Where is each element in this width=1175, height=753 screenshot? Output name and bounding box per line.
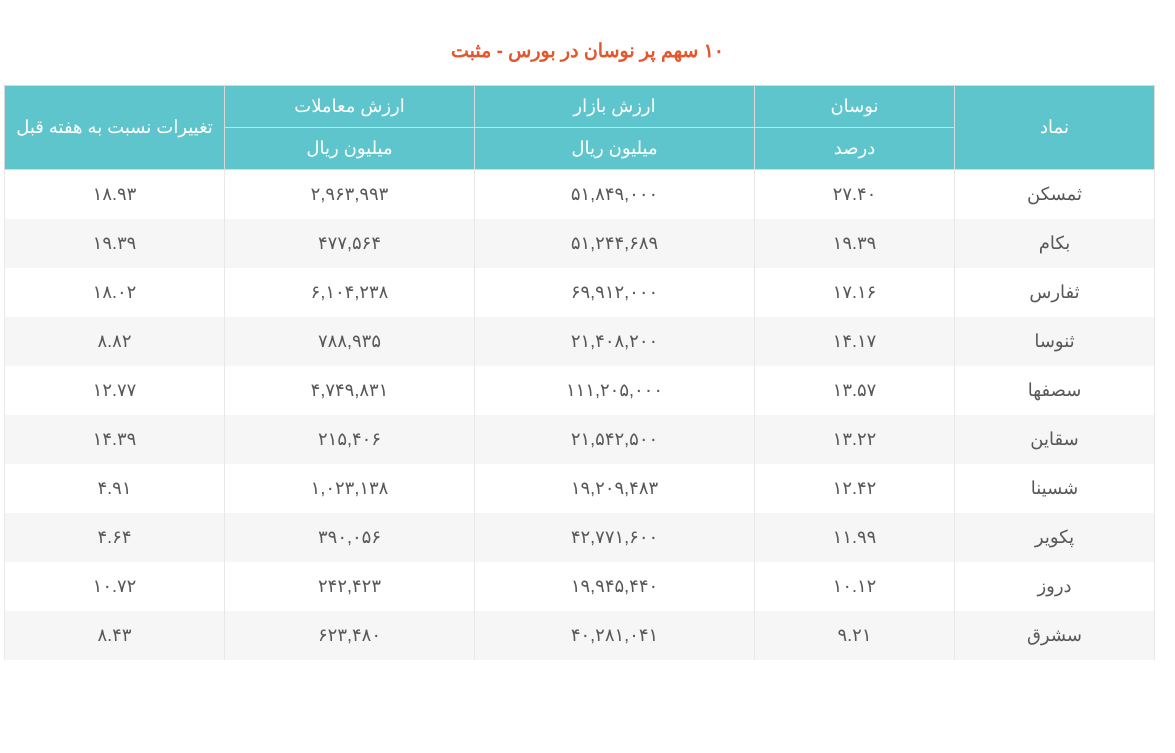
table-row: سشرق ۹.۲۱ ۴۰,۲۸۱,۰۴۱ ۶۲۳,۴۸۰ ۸.۴۳ [5, 611, 1155, 660]
cell-symbol: بکام [955, 219, 1155, 268]
cell-market-value: ۱۱۱,۲۰۵,۰۰۰ [475, 366, 755, 415]
cell-volatility: ۱۳.۵۷ [755, 366, 955, 415]
cell-trade-value: ۳۹۰,۰۵۶ [225, 513, 475, 562]
table-row: سقاین ۱۳.۲۲ ۲۱,۵۴۲,۵۰۰ ۲۱۵,۴۰۶ ۱۴.۳۹ [5, 415, 1155, 464]
cell-volatility: ۱۷.۱۶ [755, 268, 955, 317]
cell-symbol: سشرق [955, 611, 1155, 660]
table-row: دروز ۱۰.۱۲ ۱۹,۹۴۵,۴۴۰ ۲۴۲,۴۲۳ ۱۰.۷۲ [5, 562, 1155, 611]
cell-symbol: ثفارس [955, 268, 1155, 317]
cell-market-value: ۵۱,۸۴۹,۰۰۰ [475, 170, 755, 220]
cell-change: ۴.۹۱ [5, 464, 225, 513]
cell-change: ۴.۶۴ [5, 513, 225, 562]
cell-trade-value: ۲,۹۶۳,۹۹۳ [225, 170, 475, 220]
th-volatility: نوسان [755, 86, 955, 128]
table-row: سصفها ۱۳.۵۷ ۱۱۱,۲۰۵,۰۰۰ ۴,۷۴۹,۸۳۱ ۱۲.۷۷ [5, 366, 1155, 415]
cell-volatility: ۱۹.۳۹ [755, 219, 955, 268]
cell-trade-value: ۱,۰۲۳,۱۳۸ [225, 464, 475, 513]
cell-trade-value: ۶۲۳,۴۸۰ [225, 611, 475, 660]
th-market-value-sub: میلیون ریال [475, 128, 755, 170]
cell-change: ۱۹.۳۹ [5, 219, 225, 268]
cell-trade-value: ۲۱۵,۴۰۶ [225, 415, 475, 464]
cell-change: ۱۸.۹۳ [5, 170, 225, 220]
cell-volatility: ۱۴.۱۷ [755, 317, 955, 366]
cell-change: ۱۸.۰۲ [5, 268, 225, 317]
cell-change: ۱۲.۷۷ [5, 366, 225, 415]
cell-trade-value: ۷۸۸,۹۳۵ [225, 317, 475, 366]
cell-volatility: ۱۳.۲۲ [755, 415, 955, 464]
table-title: ۱۰ سهم پر نوسان در بورس - مثبت [20, 40, 1155, 63]
table-row: شسینا ۱۲.۴۲ ۱۹,۲۰۹,۴۸۳ ۱,۰۲۳,۱۳۸ ۴.۹۱ [5, 464, 1155, 513]
cell-market-value: ۵۱,۲۴۴,۶۸۹ [475, 219, 755, 268]
cell-market-value: ۱۹,۲۰۹,۴۸۳ [475, 464, 755, 513]
th-symbol: نماد [955, 86, 1155, 170]
cell-symbol: سصفها [955, 366, 1155, 415]
cell-trade-value: ۶,۱۰۴,۲۳۸ [225, 268, 475, 317]
volatility-table: نماد نوسان ارزش بازار ارزش معاملات تغییر… [4, 85, 1155, 660]
cell-market-value: ۶۹,۹۱۲,۰۰۰ [475, 268, 755, 317]
th-volatility-sub: درصد [755, 128, 955, 170]
table-row: پکویر ۱۱.۹۹ ۴۲,۷۷۱,۶۰۰ ۳۹۰,۰۵۶ ۴.۶۴ [5, 513, 1155, 562]
cell-trade-value: ۲۴۲,۴۲۳ [225, 562, 475, 611]
th-trade-value-sub: میلیون ریال [225, 128, 475, 170]
cell-volatility: ۱۱.۹۹ [755, 513, 955, 562]
cell-symbol: سقاین [955, 415, 1155, 464]
cell-volatility: ۹.۲۱ [755, 611, 955, 660]
table-row: ثنوسا ۱۴.۱۷ ۲۱,۴۰۸,۲۰۰ ۷۸۸,۹۳۵ ۸.۸۲ [5, 317, 1155, 366]
table-row: ثفارس ۱۷.۱۶ ۶۹,۹۱۲,۰۰۰ ۶,۱۰۴,۲۳۸ ۱۸.۰۲ [5, 268, 1155, 317]
cell-market-value: ۲۱,۴۰۸,۲۰۰ [475, 317, 755, 366]
cell-trade-value: ۴,۷۴۹,۸۳۱ [225, 366, 475, 415]
cell-change: ۸.۸۲ [5, 317, 225, 366]
cell-trade-value: ۴۷۷,۵۶۴ [225, 219, 475, 268]
table-body: ثمسکن ۲۷.۴۰ ۵۱,۸۴۹,۰۰۰ ۲,۹۶۳,۹۹۳ ۱۸.۹۳ ب… [5, 170, 1155, 661]
cell-market-value: ۴۰,۲۸۱,۰۴۱ [475, 611, 755, 660]
cell-volatility: ۱۲.۴۲ [755, 464, 955, 513]
cell-volatility: ۱۰.۱۲ [755, 562, 955, 611]
cell-market-value: ۲۱,۵۴۲,۵۰۰ [475, 415, 755, 464]
cell-change: ۱۴.۳۹ [5, 415, 225, 464]
table-row: بکام ۱۹.۳۹ ۵۱,۲۴۴,۶۸۹ ۴۷۷,۵۶۴ ۱۹.۳۹ [5, 219, 1155, 268]
cell-market-value: ۴۲,۷۷۱,۶۰۰ [475, 513, 755, 562]
cell-volatility: ۲۷.۴۰ [755, 170, 955, 220]
cell-symbol: شسینا [955, 464, 1155, 513]
cell-change: ۸.۴۳ [5, 611, 225, 660]
th-change: تغییرات نسبت به هفته قبل [5, 86, 225, 170]
cell-change: ۱۰.۷۲ [5, 562, 225, 611]
cell-symbol: پکویر [955, 513, 1155, 562]
th-market-value: ارزش بازار [475, 86, 755, 128]
th-trade-value: ارزش معاملات [225, 86, 475, 128]
table-row: ثمسکن ۲۷.۴۰ ۵۱,۸۴۹,۰۰۰ ۲,۹۶۳,۹۹۳ ۱۸.۹۳ [5, 170, 1155, 220]
cell-symbol: دروز [955, 562, 1155, 611]
cell-symbol: ثمسکن [955, 170, 1155, 220]
cell-market-value: ۱۹,۹۴۵,۴۴۰ [475, 562, 755, 611]
cell-symbol: ثنوسا [955, 317, 1155, 366]
